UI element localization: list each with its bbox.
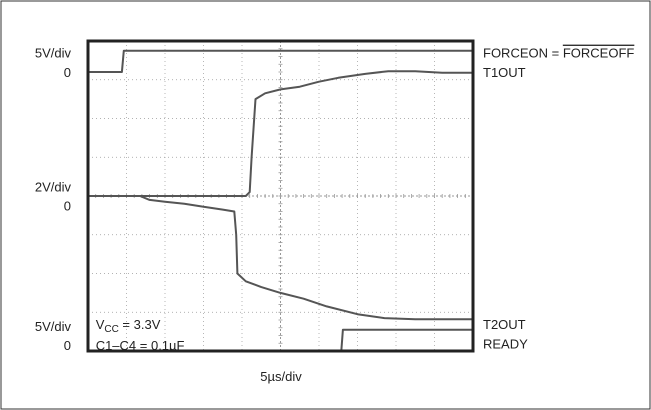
series-label-text: FORCEON = bbox=[483, 46, 563, 61]
annotation-rest: = 3.3V bbox=[119, 317, 161, 332]
annotation: C1–C4 = 0.1µF bbox=[96, 338, 185, 353]
left-label: 0 bbox=[64, 338, 71, 353]
series-label: READY bbox=[483, 336, 528, 351]
series-label-text: READY bbox=[483, 336, 528, 351]
trace-1 bbox=[88, 70, 473, 197]
trace-0 bbox=[88, 49, 473, 73]
annotations: VCC = 3.3V C1–C4 = 0.1µF bbox=[96, 317, 185, 353]
right-labels: FORCEON = FORCEOFF T1OUT T2OUT READY bbox=[483, 46, 634, 352]
trace-2 bbox=[88, 195, 473, 321]
series-label: FORCEON = FORCEOFF bbox=[483, 46, 634, 61]
series-label-text: T1OUT bbox=[483, 65, 526, 80]
annotation: VCC = 3.3V bbox=[96, 317, 161, 335]
left-label: 0 bbox=[64, 199, 71, 214]
series-label-text: T2OUT bbox=[483, 317, 526, 332]
series-label: T1OUT bbox=[483, 65, 526, 80]
left-label: 2V/div bbox=[35, 179, 72, 194]
plot-frame bbox=[86, 39, 475, 353]
series-label-overline: FORCEOFF bbox=[563, 46, 635, 61]
left-label: 5V/div bbox=[35, 319, 72, 334]
series-label: T2OUT bbox=[483, 317, 526, 332]
x-axis-label: 5µs/div bbox=[260, 369, 302, 384]
left-labels: 5V/div 0 2V/div 0 5V/div 0 bbox=[35, 46, 72, 354]
left-label: 5V/div bbox=[35, 46, 72, 61]
left-label: 0 bbox=[64, 65, 71, 80]
annotation-main: V bbox=[96, 317, 105, 332]
annotation-subscript: CC bbox=[104, 324, 118, 335]
